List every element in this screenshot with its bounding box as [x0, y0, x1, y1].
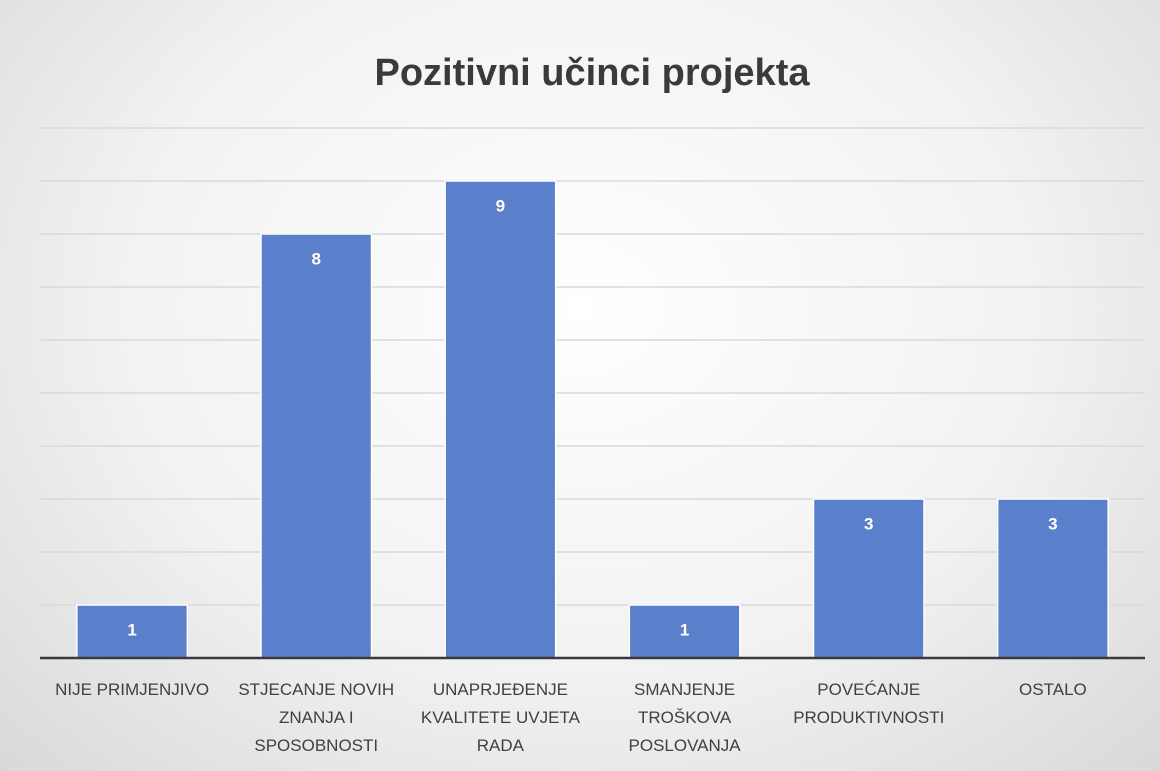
- data-label: 3: [1048, 514, 1057, 533]
- data-label: 8: [312, 249, 321, 268]
- bar: [444, 180, 557, 659]
- x-tick-label: NIJE PRIMJENJIVO: [55, 680, 210, 699]
- data-label: 1: [127, 620, 136, 639]
- data-label: 1: [680, 620, 689, 639]
- data-label: 9: [496, 196, 505, 215]
- data-label: 3: [864, 514, 873, 533]
- bar: [628, 604, 741, 659]
- x-tick-label: OSTALO: [1019, 680, 1087, 699]
- x-tick-label: POVEĆANJE PRODUKTIVNOSTI: [793, 680, 945, 727]
- x-tick-label: SMANJENJE TROŠKOVA POSLOVANJA: [628, 680, 741, 755]
- bar: [76, 604, 189, 659]
- x-tick-label: UNAPRJEĐENJE KVALITETE UVJETA RADA: [420, 680, 580, 755]
- bar: [996, 498, 1109, 659]
- chart-title: Pozitivni učinci projekta: [375, 52, 811, 94]
- bar: [812, 498, 925, 659]
- x-tick-label: STJECANJE NOVIH ZNANJA I SPOSOBNOSTI: [238, 680, 395, 755]
- bar: [260, 233, 373, 659]
